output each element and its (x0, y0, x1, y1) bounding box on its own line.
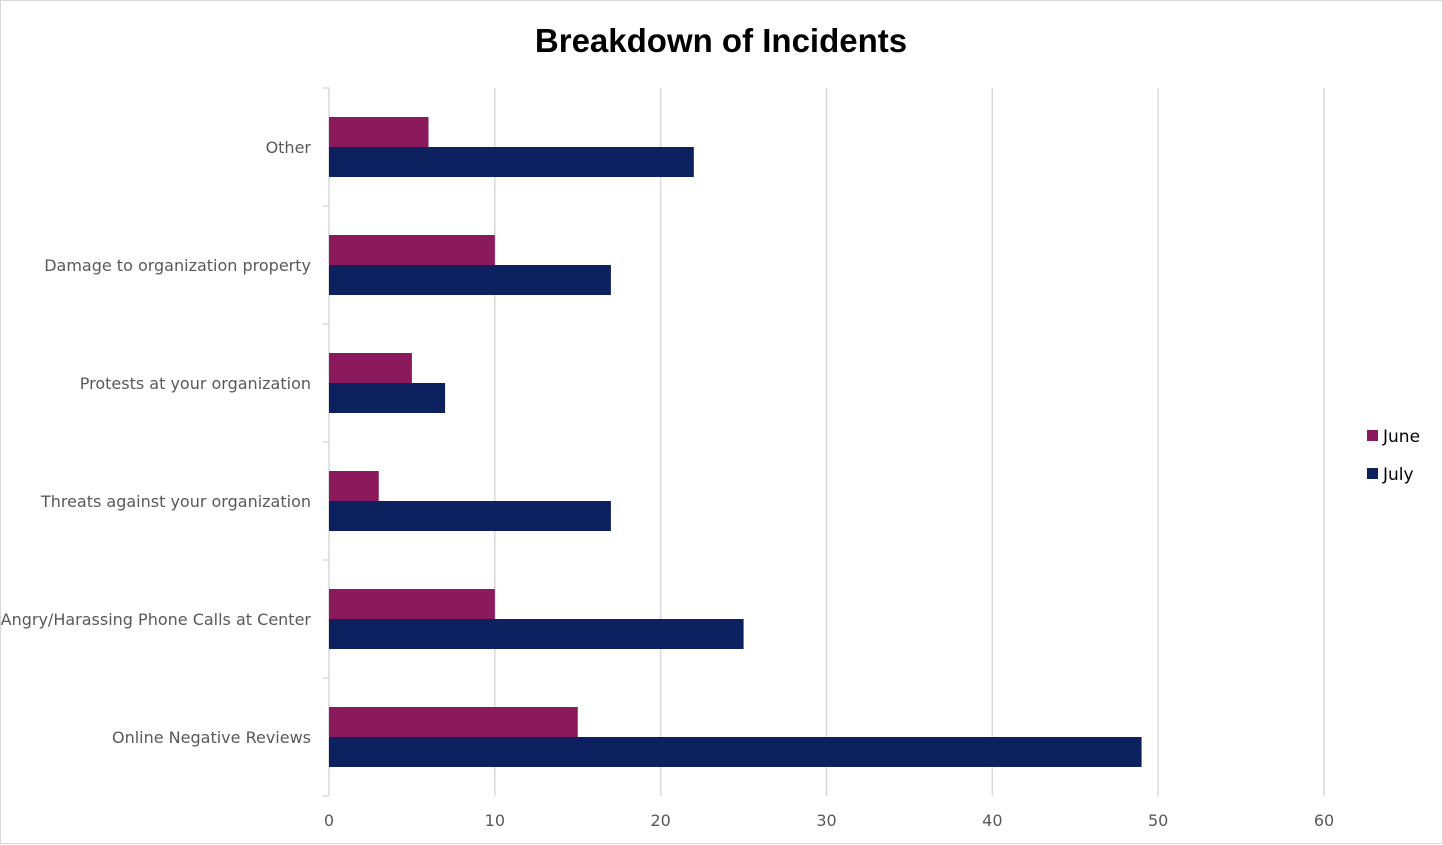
x-tick-label: 0 (324, 811, 334, 830)
bar-july-2 (329, 383, 446, 413)
chart-title: Breakdown of Incidents (535, 22, 907, 59)
x-tick-label: 40 (982, 811, 1002, 830)
legend: June July (1367, 427, 1420, 485)
category-label: Online Negative Reviews (112, 728, 311, 747)
bar-june-2 (329, 353, 412, 383)
bar-june-0 (329, 117, 429, 147)
bars (329, 117, 1142, 767)
category-label: Protests at your organization (80, 374, 311, 393)
bar-june-3 (329, 471, 379, 501)
bar-june-1 (329, 235, 495, 265)
category-label: Angry/Harassing Phone Calls at Center (1, 610, 311, 629)
bar-june-4 (329, 589, 495, 619)
bar-july-0 (329, 147, 694, 177)
gridlines (494, 88, 1325, 796)
x-tick-label: 20 (650, 811, 670, 830)
category-label: Damage to organization property (44, 256, 311, 275)
axes (323, 87, 330, 797)
x-tick-label: 10 (485, 811, 505, 830)
category-label: Other (266, 138, 312, 157)
x-tick-label: 60 (1314, 811, 1334, 830)
legend-label-june: June (1382, 427, 1420, 447)
bar-june-5 (329, 707, 578, 737)
bar-july-4 (329, 619, 744, 649)
category-labels: Other Damage to organization property Prot… (1, 138, 311, 747)
category-label: Threats against your organization (40, 492, 311, 511)
bar-july-5 (329, 737, 1142, 767)
legend-swatch-june (1367, 430, 1378, 441)
x-tick-labels: 0 10 20 30 40 50 60 (324, 811, 1334, 830)
x-tick-label: 30 (816, 811, 836, 830)
legend-swatch-july (1367, 468, 1378, 479)
bar-july-3 (329, 501, 611, 531)
bar-july-1 (329, 265, 611, 295)
legend-label-july: July (1382, 465, 1414, 485)
x-tick-label: 50 (1148, 811, 1168, 830)
